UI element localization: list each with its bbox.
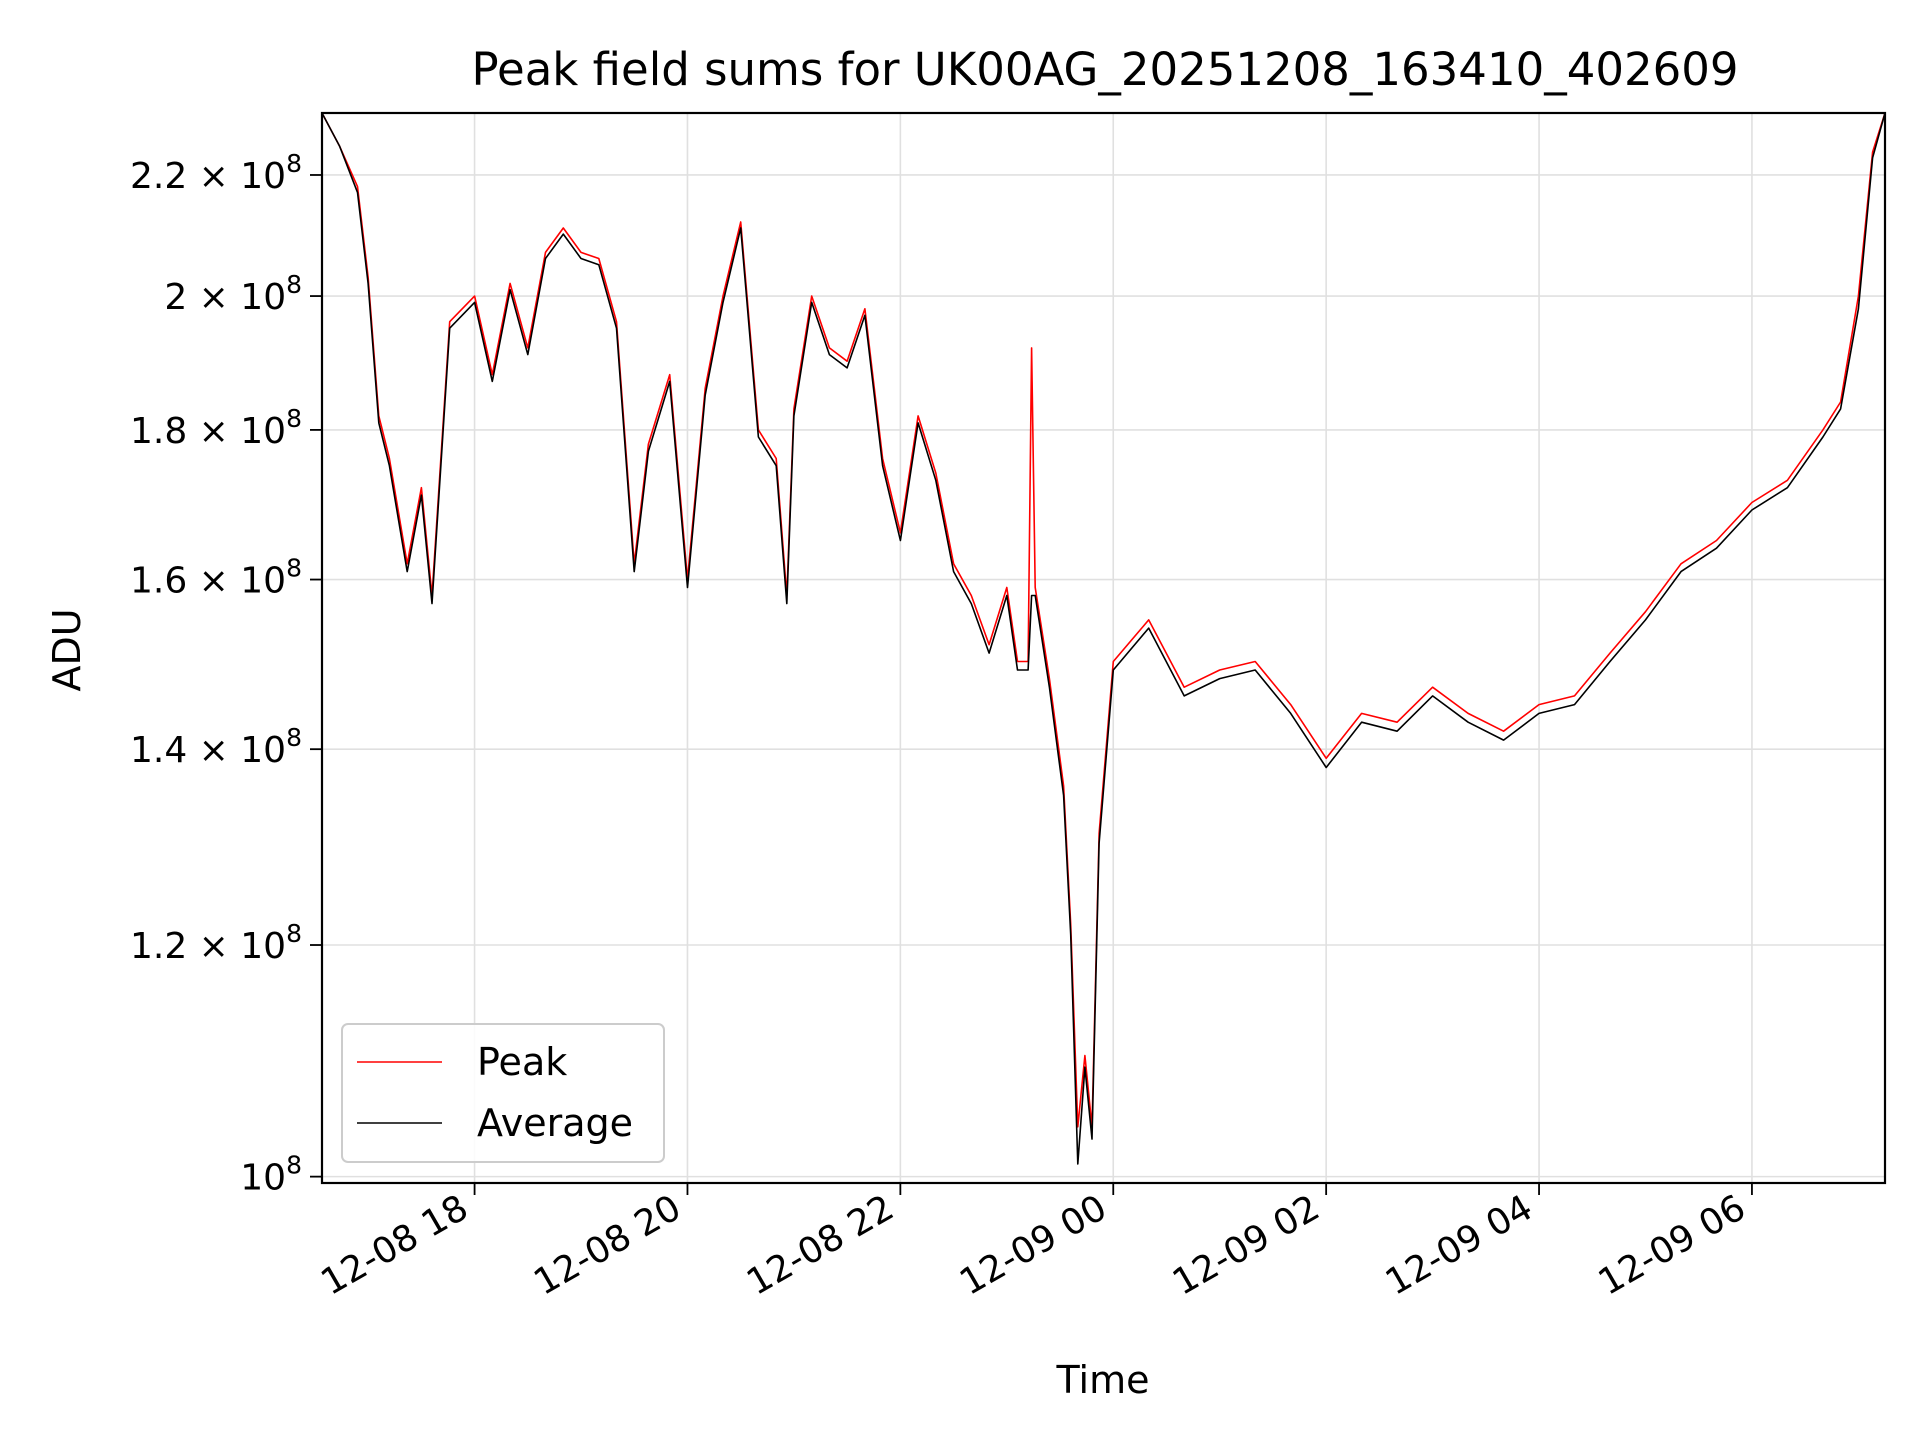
series-line-peak (321, 112, 1886, 1128)
y-tick-label: 1.2 × 108 (130, 919, 302, 967)
y-tick-label: 1.6 × 108 (130, 554, 302, 602)
y-tick-label: 2 × 108 (164, 270, 302, 318)
legend-average-label: Average (477, 1101, 633, 1145)
y-axis-label: ADU (45, 608, 89, 691)
y-tick-label: 2.2 × 108 (130, 149, 302, 197)
series-line-average (321, 112, 1886, 1165)
series-layer (321, 112, 1886, 1165)
y-tick-label: 1.8 × 108 (130, 404, 302, 452)
x-axis-label: Time (1056, 1358, 1150, 1402)
legend: Peak Average (341, 1023, 665, 1163)
y-tick-label: 1.4 × 108 (130, 723, 302, 771)
legend-peak-label: Peak (477, 1040, 567, 1084)
chart-title: Peak field sums for UK00AG_20251208_1634… (472, 43, 1739, 96)
grid (322, 113, 1885, 1183)
legend-box (341, 1023, 665, 1163)
plot-frame (320, 111, 1887, 1185)
